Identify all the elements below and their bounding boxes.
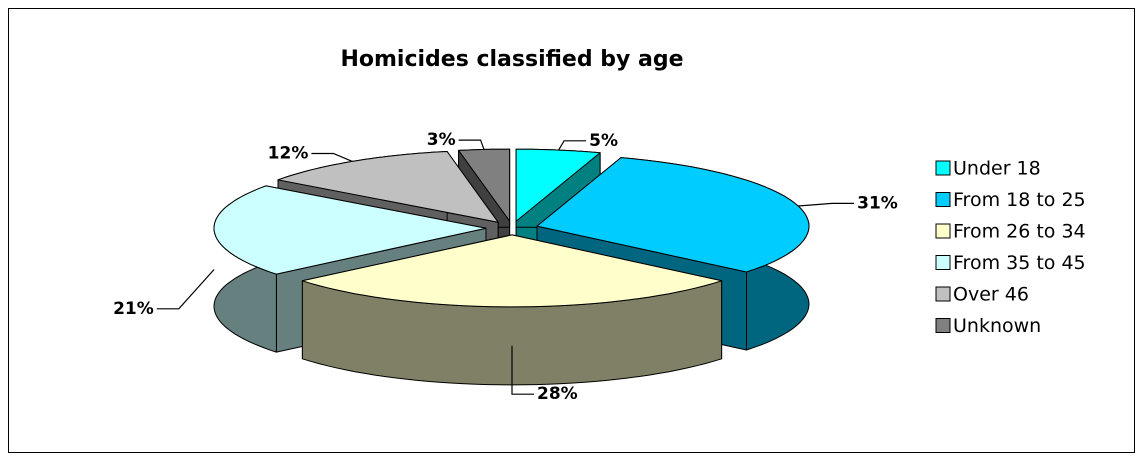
- data-label: 21%: [113, 299, 154, 319]
- pie: [213, 148, 810, 386]
- leader-line: [558, 140, 587, 151]
- legend-label: From 26 to 34: [953, 221, 1086, 243]
- legend-swatch: [935, 160, 951, 176]
- leader-line: [311, 152, 353, 162]
- leader-line: [156, 269, 215, 310]
- legend-swatch: [935, 255, 951, 270]
- legend-swatch: [935, 286, 951, 302]
- legend-label: Unknown: [953, 315, 1041, 337]
- labels: 3% 5% 12% 31% 21% 28%: [113, 130, 898, 404]
- legend-label: Under 18: [953, 158, 1041, 180]
- legend-swatch: [935, 318, 951, 333]
- legend-label: From 35 to 45: [953, 252, 1086, 274]
- legend-swatch: [935, 223, 951, 239]
- legend-label: From 18 to 25: [953, 189, 1086, 211]
- slice: [213, 185, 487, 275]
- slice: [301, 234, 723, 308]
- data-label: 3%: [427, 130, 456, 150]
- data-label: 31%: [857, 193, 898, 213]
- leader-line: [511, 345, 534, 395]
- data-label: 5%: [589, 131, 618, 151]
- leader-line: [798, 202, 855, 207]
- legend: Under 18 From 18 to 25 From 26 to 34 From 3…: [935, 158, 1086, 337]
- data-label: 28%: [537, 384, 578, 404]
- data-label: 12%: [268, 143, 309, 163]
- leader-line: [458, 139, 485, 150]
- chart-title: Homicides classified by age: [340, 47, 683, 72]
- legend-swatch: [935, 192, 951, 207]
- legend-label: Over 46: [953, 284, 1029, 306]
